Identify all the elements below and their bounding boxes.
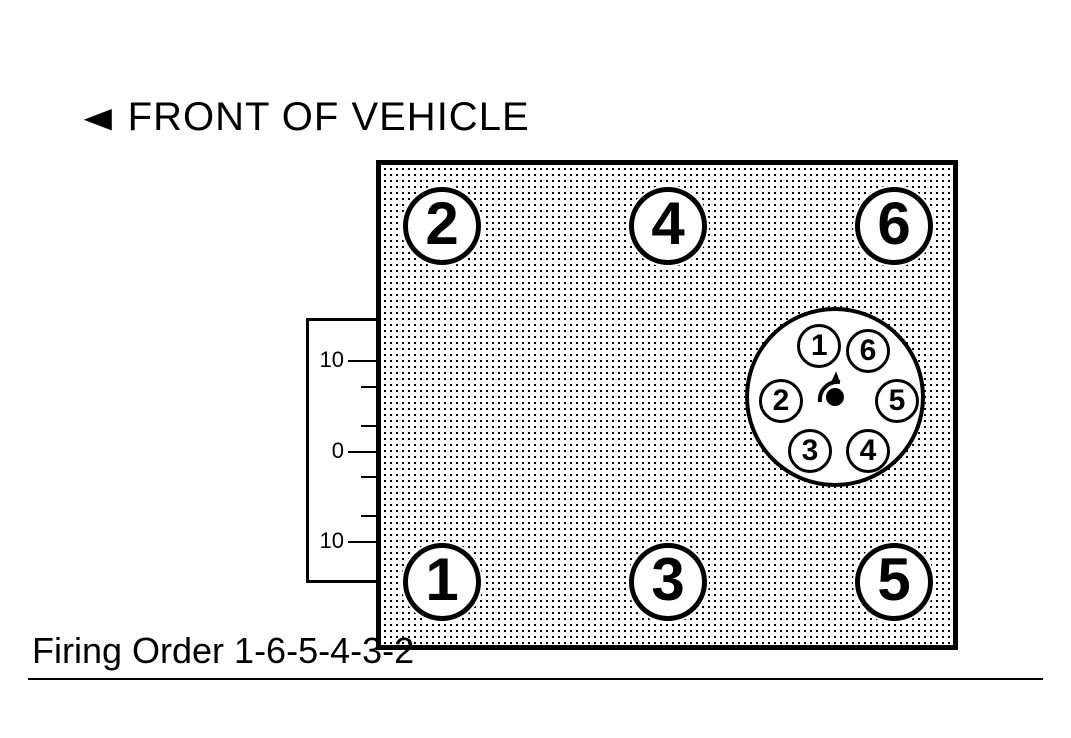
firing-order-diagram: ◄ FRONT OF VEHICLE 10010 165432 246135 F… <box>0 0 1071 738</box>
scale-minor-tick <box>361 425 376 427</box>
cylinder-6: 6 <box>855 187 933 265</box>
front-of-vehicle-label: FRONT OF VEHICLE <box>128 95 530 140</box>
baseline-rule <box>28 678 1043 680</box>
scale-label: 0 <box>310 438 344 464</box>
cylinder-2: 2 <box>403 187 481 265</box>
distributor-terminal-5: 5 <box>875 379 919 423</box>
cylinder-number: 1 <box>425 550 458 610</box>
cylinder-number: 2 <box>425 194 458 254</box>
cylinder-number: 3 <box>651 550 684 610</box>
scale-major-tick <box>348 360 376 362</box>
scale-minor-tick <box>361 476 376 478</box>
cylinder-3: 3 <box>629 543 707 621</box>
distributor-terminal-2: 2 <box>759 379 803 423</box>
cylinder-5: 5 <box>855 543 933 621</box>
timing-scale: 10 0 10 <box>306 318 376 583</box>
distributor-cap: 16 5 43 2 <box>745 307 925 487</box>
cylinder-1: 1 <box>403 543 481 621</box>
scale-label: 10 <box>310 347 344 373</box>
distributor-terminal-3: 3 <box>788 429 832 473</box>
scale-minor-tick <box>361 515 376 517</box>
distributor-center-dot <box>826 388 844 406</box>
scale-major-tick <box>348 451 376 453</box>
cylinder-4: 4 <box>629 187 707 265</box>
cylinder-number: 5 <box>877 550 910 610</box>
scale-label: 10 <box>310 528 344 554</box>
firing-order-caption: Firing Order 1-6-5-4-3-2 <box>32 630 414 672</box>
cylinder-number: 6 <box>877 194 910 254</box>
distributor-terminal-6: 6 <box>846 329 890 373</box>
distributor-terminal-4: 4 <box>846 429 890 473</box>
scale-major-tick <box>348 541 376 543</box>
scale-minor-tick <box>361 386 376 388</box>
engine-block: 165432 246135 <box>376 160 958 650</box>
cylinder-number: 4 <box>651 194 684 254</box>
front-arrow-icon: ◄ <box>75 100 121 136</box>
distributor-terminal-1: 1 <box>797 324 841 368</box>
front-of-vehicle-indicator: ◄ FRONT OF VEHICLE <box>80 95 530 140</box>
